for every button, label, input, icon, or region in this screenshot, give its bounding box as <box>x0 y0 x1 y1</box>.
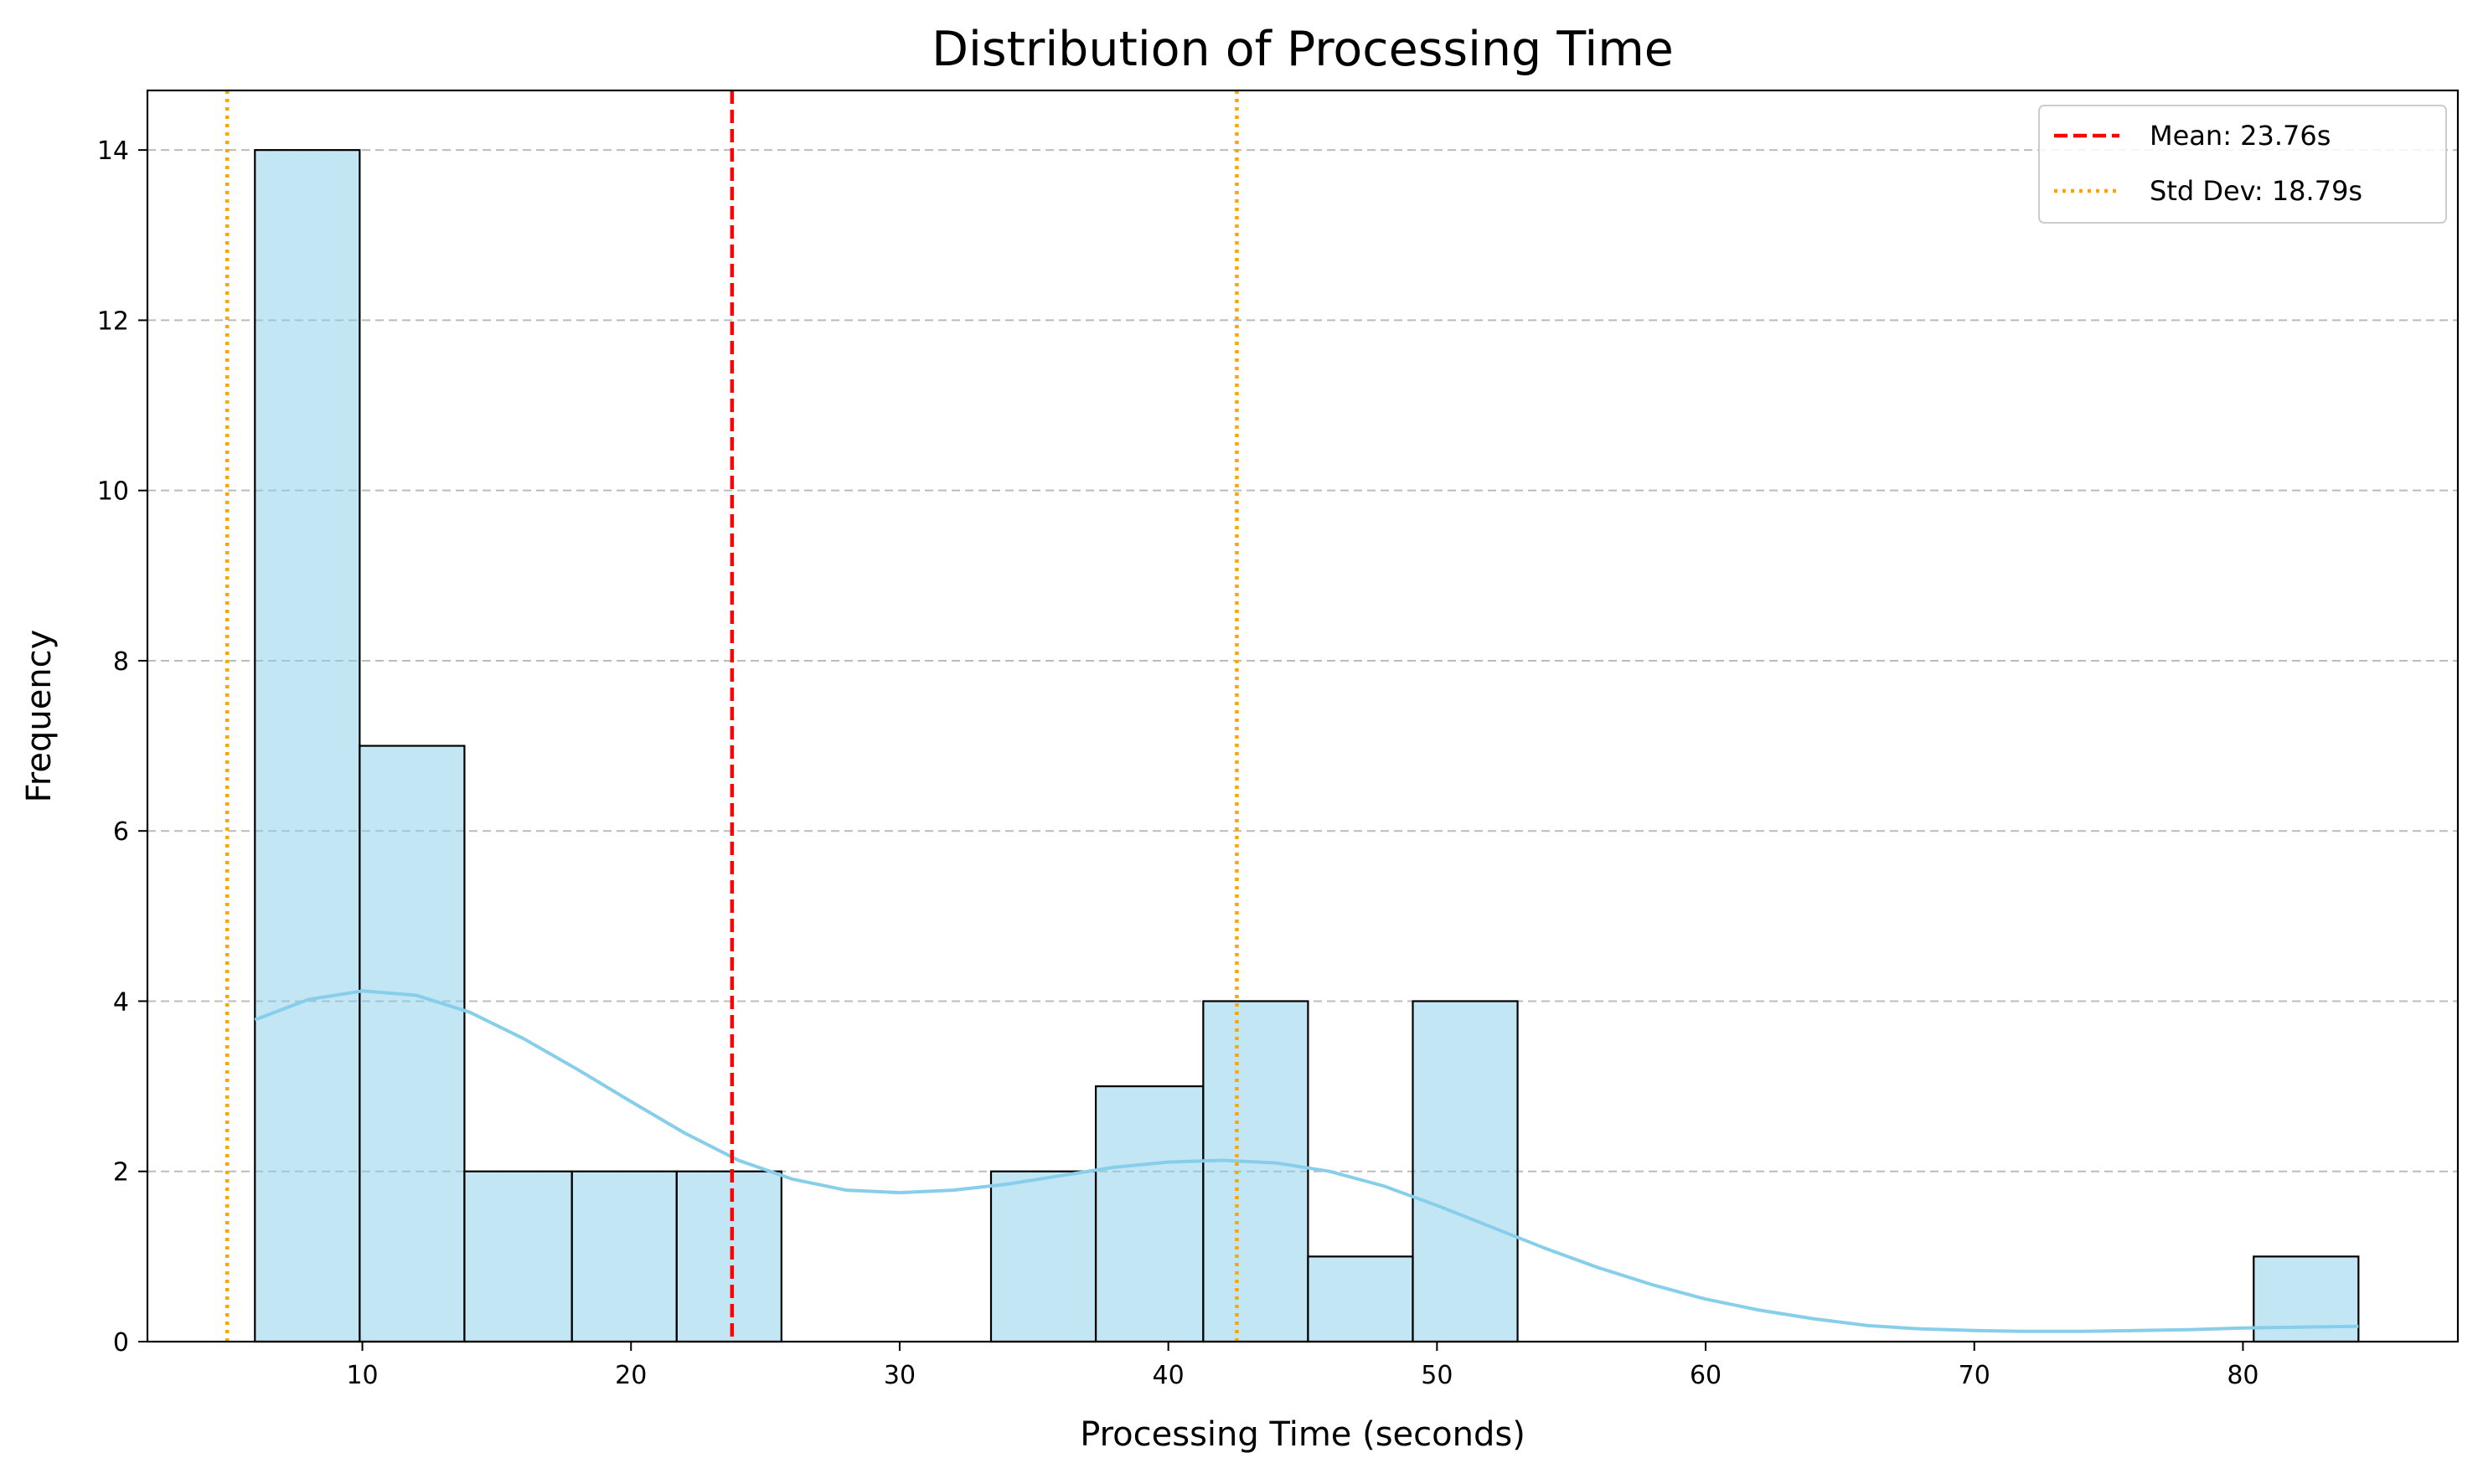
x-tick-label: 10 <box>346 1361 378 1390</box>
y-axis-label: Frequency <box>20 630 59 803</box>
histogram-bar <box>1094 1085 1205 1343</box>
histogram-bar <box>1412 1000 1519 1343</box>
kde-layer <box>254 989 2359 1333</box>
y-tick-label: 14 <box>97 137 129 166</box>
histogram-bar <box>570 1170 678 1343</box>
y-tick-label: 4 <box>113 987 129 1017</box>
legend-label-std: Std Dev: 18.79s <box>2150 175 2362 207</box>
y-tick-label: 8 <box>113 647 129 677</box>
y-tick-label: 0 <box>113 1328 129 1358</box>
histogram-bar <box>1307 1255 1414 1343</box>
histogram-bar <box>463 1170 573 1343</box>
chart-title: Distribution of Processing Time <box>932 22 1674 77</box>
y-tick-label: 12 <box>97 307 129 336</box>
legend: Mean: 23.76s Std Dev: 18.79s <box>2038 105 2447 224</box>
histogram-bar <box>989 1170 1097 1343</box>
histogram-bar <box>675 1170 782 1343</box>
x-tick-label: 20 <box>615 1361 647 1390</box>
kde-curve <box>254 989 2359 1333</box>
ticks-layer: 10 20 30 40 50 60 70 80 0 2 4 6 8 10 12 14 <box>97 137 2259 1390</box>
legend-box <box>2038 105 2447 224</box>
legend-label-mean: Mean: 23.76s <box>2150 120 2331 152</box>
x-tick-label: 80 <box>2227 1361 2258 1390</box>
x-tick-label: 40 <box>1153 1361 1185 1390</box>
x-tick-label: 50 <box>1421 1361 1453 1390</box>
histogram-bar <box>1202 1000 1309 1343</box>
y-tick-label: 6 <box>113 817 129 847</box>
x-tick-label: 70 <box>1959 1361 1990 1390</box>
histogram-bar <box>254 149 361 1343</box>
bars-layer <box>254 149 2360 1343</box>
histogram-bar <box>359 745 466 1343</box>
reference-lines-layer <box>225 90 1239 1342</box>
y-tick-label: 2 <box>113 1158 129 1188</box>
plot-frame <box>146 89 2460 1343</box>
x-tick-label: 30 <box>884 1361 916 1390</box>
x-tick-label: 60 <box>1690 1361 1722 1390</box>
x-axis-label: Processing Time (seconds) <box>1080 1415 1525 1454</box>
y-tick-label: 10 <box>97 477 129 507</box>
